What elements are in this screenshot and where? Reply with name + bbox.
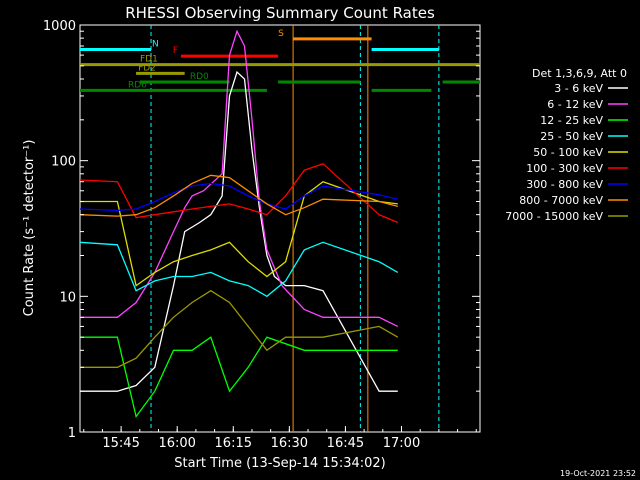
- legend: Det 1,3,6,9, Att 0 3 - 6 keV 6 - 12 keV 12 …: [505, 67, 628, 223]
- legend-label: 3 - 6 keV: [554, 82, 603, 95]
- x-tick-label: 16:30: [271, 436, 308, 451]
- legend-label: 12 - 25 keV: [540, 114, 603, 127]
- status-bar-label: S: [278, 29, 284, 39]
- x-tick-label: 16:00: [158, 436, 195, 451]
- y-tick-label: 1000: [43, 19, 76, 34]
- y-axis-label: Count Rate (s⁻¹ detector⁻¹): [22, 140, 37, 317]
- timestamp: 19-Oct-2021 23:52: [560, 469, 636, 478]
- x-tick-label: 15:45: [102, 436, 139, 451]
- series-line: [79, 162, 399, 224]
- legend-header: Det 1,3,6,9, Att 0: [532, 67, 627, 80]
- y-axis: 1 10 100 1000: [43, 19, 480, 441]
- legend-label: 50 - 100 keV: [533, 146, 603, 159]
- y-tick-label: 1: [68, 426, 76, 441]
- status-bar-label: FD2: [138, 63, 156, 73]
- status-bar-label: F: [173, 46, 178, 56]
- plot-frame: [79, 24, 481, 433]
- status-bar-label: FD1: [140, 55, 158, 65]
- series-line: [80, 29, 399, 327]
- x-tick-label: 16:45: [327, 436, 364, 451]
- series-line: [79, 241, 399, 298]
- series-line: [80, 289, 399, 368]
- legend-label: 100 - 300 keV: [526, 162, 603, 175]
- status-bar-label: RD0: [190, 72, 209, 82]
- series-line: [80, 180, 398, 287]
- series-line: [80, 336, 398, 419]
- legend-label: 25 - 50 keV: [540, 130, 603, 143]
- legend-label: 300 - 800 keV: [526, 178, 603, 191]
- chart-title: RHESSI Observing Summary Count Rates: [125, 4, 435, 22]
- legend-label: 800 - 7000 keV: [519, 194, 603, 207]
- y-tick-label: 10: [59, 290, 76, 305]
- legend-label: 7000 - 15000 keV: [505, 210, 603, 223]
- status-bar-label: RD6: [128, 80, 147, 90]
- series-line: [79, 174, 398, 217]
- x-tick-label: 17:00: [383, 436, 420, 451]
- legend-label: 6 - 12 keV: [547, 98, 603, 111]
- x-tick-label: 16:15: [215, 436, 252, 451]
- status-bar-label: N: [152, 39, 159, 49]
- series-line: [80, 70, 398, 392]
- y-tick-label: 100: [51, 155, 76, 170]
- series-line: [79, 182, 398, 212]
- x-axis: 15:45 16:00 16:15 16:30 16:45 17:00: [83, 426, 477, 451]
- x-axis-label: Start Time (13-Sep-14 15:34:02): [174, 456, 385, 471]
